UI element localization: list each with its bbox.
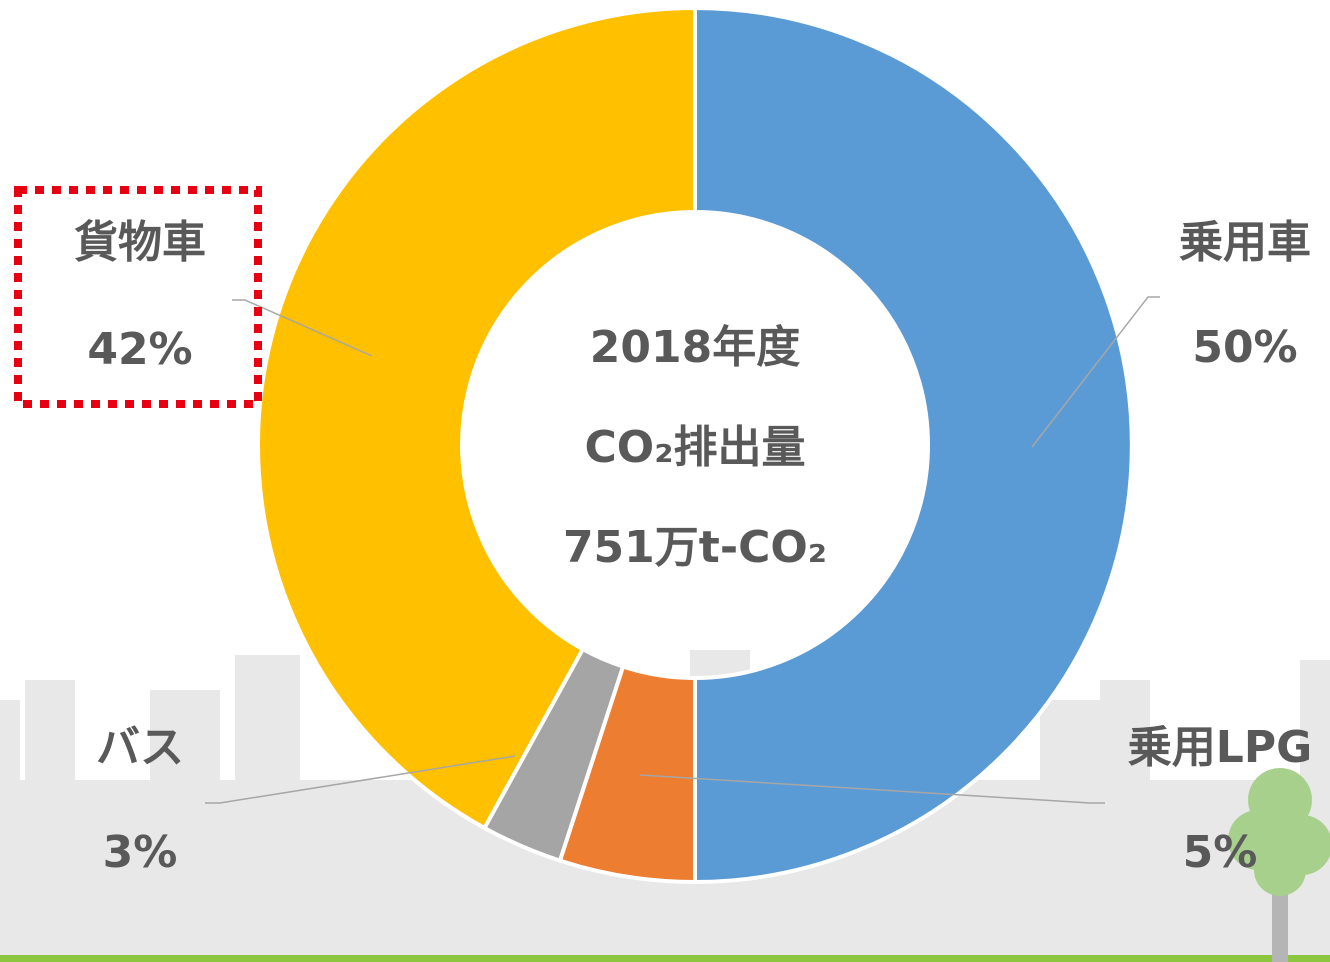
- value-label: 3%: [103, 827, 178, 878]
- leader-lines: [205, 296, 1160, 804]
- value-label: 42%: [87, 324, 192, 375]
- value-label: 5%: [1183, 827, 1258, 878]
- ground: [0, 955, 1330, 962]
- category-label: バス: [96, 722, 184, 773]
- category-label: 乗用LPG: [1128, 722, 1312, 773]
- highlight-box: [14, 186, 262, 408]
- donut: [256, 5, 1134, 885]
- value-label: 50%: [1192, 322, 1297, 373]
- category-label: 貨物車: [74, 217, 206, 268]
- center-text: CO₂排出量: [585, 422, 806, 473]
- center-text: 2018年度: [590, 322, 800, 373]
- center-text: 751万t-CO₂: [563, 522, 827, 573]
- category-label: 乗用車: [1179, 217, 1311, 268]
- tree: [1228, 768, 1330, 962]
- donut-segment: [256, 5, 697, 831]
- donut-segment: [693, 5, 1134, 885]
